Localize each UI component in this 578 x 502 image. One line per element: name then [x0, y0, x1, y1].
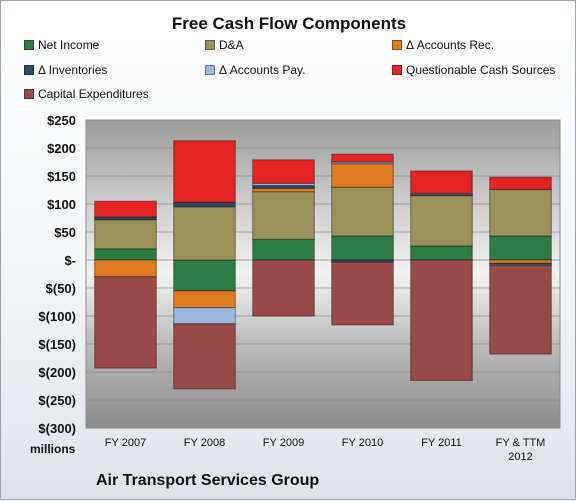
- legend-swatch: [205, 65, 215, 75]
- bar-segment: [94, 259, 157, 278]
- y-tick-label: $-: [64, 253, 76, 268]
- bar-segment: [489, 235, 552, 261]
- x-tick-label: FY 2007: [105, 437, 146, 449]
- x-tick-label: FY 2011: [421, 437, 462, 449]
- x-tick-label: 2012: [508, 451, 532, 463]
- bar-segment: [410, 245, 473, 261]
- plot-area: [85, 119, 561, 429]
- y-tick-label: $50: [54, 225, 76, 240]
- bar-segment: [331, 235, 394, 261]
- legend-swatch: [24, 89, 34, 99]
- legend-label: Δ Inventories: [38, 63, 108, 77]
- bar-segment: [331, 186, 394, 237]
- bar-segment: [94, 219, 157, 250]
- x-tick-label: FY 2009: [263, 437, 304, 449]
- chart-title: Free Cash Flow Components: [171, 14, 407, 33]
- legend-swatch: [205, 40, 215, 50]
- bar-segment: [331, 261, 394, 326]
- legend-label: Questionable Cash Sources: [406, 63, 556, 77]
- bar-segment: [489, 265, 552, 355]
- y-tick-label: $(300): [38, 421, 76, 436]
- legend-item: Δ Accounts Pay.: [205, 63, 306, 77]
- legend-item: Questionable Cash Sources: [392, 63, 555, 77]
- y-tick-label: $(250): [38, 393, 76, 408]
- bar-segment: [331, 163, 394, 188]
- legend-item: Capital Expenditures: [24, 87, 149, 101]
- legend-swatch: [392, 65, 402, 75]
- bar-segment: [410, 259, 473, 382]
- x-tick-label: FY & TTM: [496, 437, 546, 449]
- legend-swatch: [392, 40, 402, 50]
- bar-segment: [173, 201, 236, 208]
- x-tick-label: FY 2008: [184, 437, 225, 449]
- legend-label: Net Income: [38, 38, 100, 52]
- legend-label: Δ Accounts Rec.: [406, 38, 495, 52]
- bar-segment: [94, 276, 157, 369]
- unit-label: millions: [30, 442, 76, 456]
- y-tick-label: $150: [47, 169, 76, 184]
- bar-segment: [94, 248, 157, 261]
- legend-item: Δ Inventories: [24, 63, 107, 77]
- bar-segment: [489, 188, 552, 237]
- bar-segment: [173, 259, 236, 292]
- bar-segment: [173, 323, 236, 390]
- legend-label: Δ Accounts Pay.: [219, 63, 306, 77]
- y-tick-label: $(150): [38, 337, 76, 352]
- bar-segment: [173, 140, 236, 203]
- bar-segment: [489, 262, 552, 266]
- legend-label: D&A: [219, 38, 244, 52]
- bar-segment: [252, 191, 315, 240]
- bar-segment: [410, 195, 473, 247]
- y-tick-label: $250: [47, 113, 76, 128]
- y-tick-label: $(50): [46, 281, 76, 296]
- x-tick-label: FY 2010: [342, 437, 383, 449]
- bar-segment: [173, 206, 236, 261]
- legend-swatch: [24, 65, 34, 75]
- legend-item: Net Income: [24, 38, 99, 52]
- legend-swatch: [24, 40, 34, 50]
- bar-segment: [489, 176, 552, 191]
- bar-segment: [252, 159, 315, 184]
- bar-segment: [94, 200, 157, 218]
- bar-segment: [410, 170, 473, 194]
- company-name: Air Transport Services Group: [96, 472, 320, 489]
- y-tick-label: $(100): [38, 309, 76, 324]
- bar-segment: [331, 153, 394, 163]
- bar-segment: [252, 259, 315, 317]
- y-tick-label: $(200): [38, 365, 76, 380]
- bar-segment: [173, 307, 236, 325]
- bar-segment: [252, 238, 315, 261]
- bar-segment: [173, 290, 236, 309]
- legend-item: Δ Accounts Rec.: [392, 38, 494, 52]
- legend-item: D&A: [205, 38, 244, 52]
- y-tick-label: $200: [47, 141, 76, 156]
- legend-label: Capital Expenditures: [38, 87, 149, 101]
- y-tick-label: $100: [47, 197, 76, 212]
